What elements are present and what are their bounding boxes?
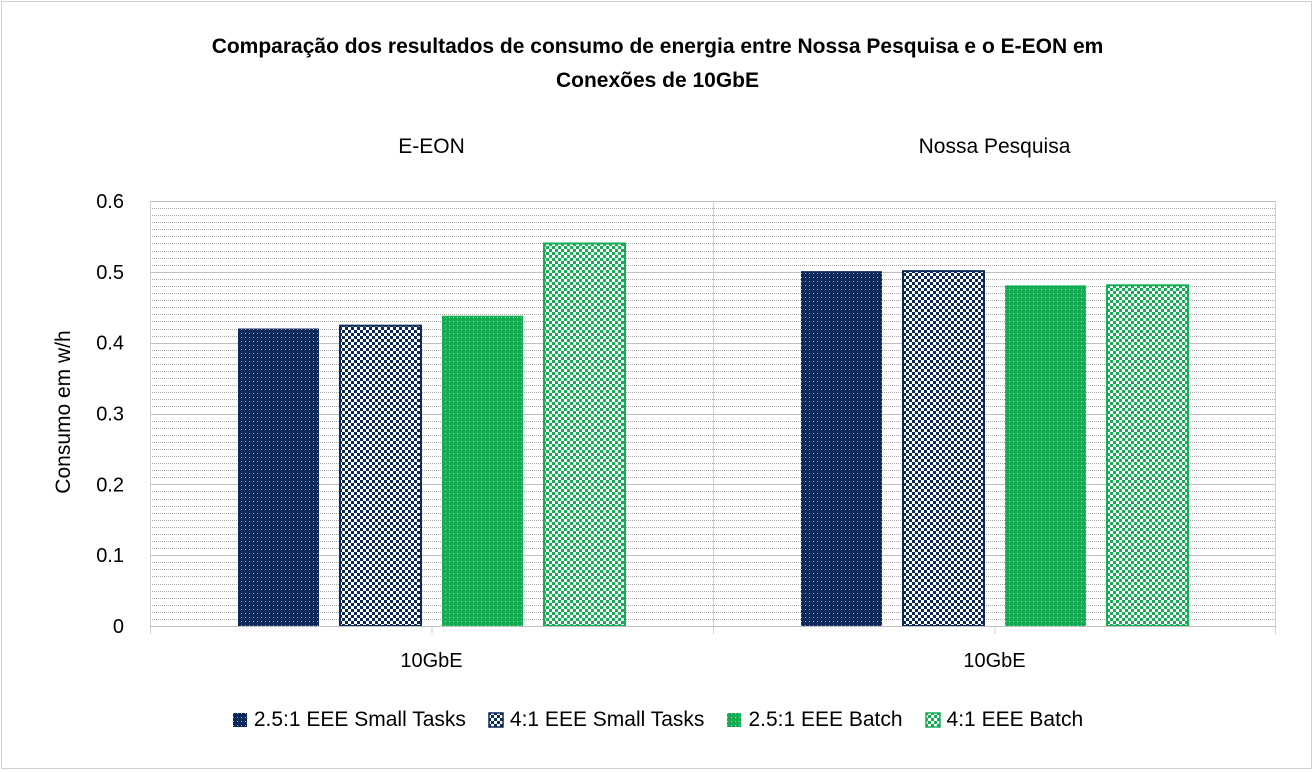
legend-item: 2.5:1 EEE Batch bbox=[726, 708, 903, 732]
bar-2-panel-2 bbox=[902, 270, 985, 627]
legend-swatch bbox=[727, 713, 742, 727]
legend-label: 4:1 EEE Batch bbox=[946, 708, 1084, 731]
bar-1-panel-1 bbox=[238, 328, 319, 626]
legend-label: 4:1 EEE Small Tasks bbox=[509, 708, 705, 731]
legend-item: 2.5:1 EEE Small Tasks bbox=[232, 708, 466, 732]
panel-label: E-EON bbox=[398, 135, 465, 158]
legend-item: 4:1 EEE Batch bbox=[924, 708, 1084, 732]
bar-1-panel-2 bbox=[801, 271, 882, 626]
y-tick-label: 0.5 bbox=[96, 262, 124, 284]
legend: 2.5:1 EEE Small Tasks 4:1 EEE Small Tasks… bbox=[0, 708, 1315, 732]
x-category-label: 10GbE bbox=[963, 650, 1025, 672]
y-tick-label: 0.4 bbox=[96, 333, 124, 355]
bar-3-panel-1 bbox=[442, 315, 523, 626]
y-tick-label: 0.3 bbox=[96, 404, 124, 426]
bar-4-panel-2 bbox=[1106, 284, 1189, 627]
bar-2-panel-1 bbox=[339, 324, 422, 627]
legend-swatch bbox=[232, 713, 247, 727]
chart-title-line-2: Conexões de 10GbE bbox=[555, 69, 760, 92]
legend-label: 2.5:1 EEE Batch bbox=[748, 708, 903, 731]
bars bbox=[238, 242, 1189, 627]
labels: 0 0.1 0.2 0.3 0.4 0.5 0.6 E-EON 10GbE Nossa Pesqu… bbox=[96, 135, 1071, 672]
x-category-label: 10GbE bbox=[400, 650, 462, 672]
bar-4-panel-1 bbox=[543, 242, 626, 627]
y-tick-label: 0 bbox=[113, 616, 124, 638]
legend-item: 4:1 EEE Small Tasks bbox=[488, 708, 705, 732]
bar-3-panel-2 bbox=[1005, 285, 1086, 626]
chart-title-line-1: Comparação dos resultados de consumo de … bbox=[211, 35, 1104, 58]
y-tick-label: 0.2 bbox=[96, 474, 124, 496]
legend-swatch bbox=[488, 712, 504, 728]
panel-label: Nossa Pesquisa bbox=[919, 135, 1071, 158]
chart-title: Comparação dos resultados de consumo de … bbox=[0, 30, 1315, 98]
y-tick-label: 0.6 bbox=[96, 191, 124, 213]
axes bbox=[150, 201, 1276, 634]
y-tick-label: 0.1 bbox=[96, 545, 124, 567]
y-axis-title: Consumo em w/h bbox=[52, 330, 75, 493]
legend-label: 2.5:1 EEE Small Tasks bbox=[253, 708, 466, 731]
legend-swatch bbox=[924, 712, 941, 728]
